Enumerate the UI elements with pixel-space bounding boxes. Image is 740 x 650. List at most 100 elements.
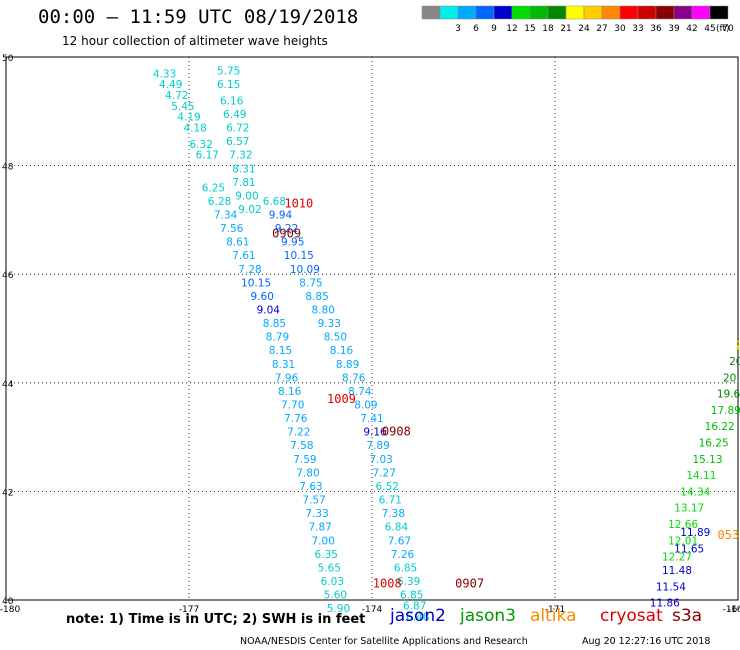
wave-height-label: 8.50 <box>324 332 347 344</box>
wave-height-label: 7.87 <box>308 522 331 534</box>
legend-label: 42 <box>686 24 697 34</box>
wave-height-label: 16.22 <box>705 421 735 433</box>
legend-swatch <box>547 5 567 20</box>
wave-height-label: 8.31 <box>272 359 295 371</box>
wave-height-label: 12.27 <box>662 552 692 564</box>
sat-altika: altika <box>530 606 577 626</box>
legend-label: 12 <box>506 24 517 34</box>
legend-swatch <box>691 5 711 20</box>
pass-time-label: 1009 <box>327 392 356 406</box>
y-tick-label: 46 <box>2 271 14 281</box>
wave-height-label: 11.54 <box>656 581 686 593</box>
x-tick-label: -177 <box>179 605 199 615</box>
wave-height-label: 12.01 <box>668 535 698 547</box>
wave-height-label: 14.34 <box>680 486 710 498</box>
wave-height-label: 7.63 <box>299 481 322 493</box>
wave-height-label: 9.16 <box>363 427 387 439</box>
legend-swatch <box>457 5 477 20</box>
chart-subtitle: 12 hour collection of altimeter wave hei… <box>62 34 328 48</box>
wave-height-label: 10.15 <box>241 277 271 289</box>
wave-height-label: 6.39 <box>397 576 420 588</box>
pass-time-label: 0907 <box>455 577 484 591</box>
wave-height-label: 7.34 <box>214 209 238 221</box>
wave-height-label: 7.41 <box>360 413 383 425</box>
wave-height-label: 6.85 <box>394 562 417 574</box>
legend-swatch <box>475 5 495 20</box>
x-tick-label: -16 <box>723 605 738 615</box>
sat-jason3: jason3 <box>460 606 516 626</box>
wave-height-label: 5.60 <box>324 590 347 602</box>
credit-text: NOAA/NESDIS Center for Satellite Applica… <box>240 636 528 647</box>
legend-label: 6 <box>473 24 479 34</box>
wave-height-label: 7.28 <box>238 264 261 276</box>
wave-height-label: 12.66 <box>668 519 698 531</box>
wave-height-label: 4.49 <box>159 79 182 91</box>
wave-height-label: 6.28 <box>208 196 231 208</box>
wave-height-label: 7.76 <box>284 413 308 425</box>
legend-swatch <box>637 5 657 20</box>
wave-height-label: 9.94 <box>269 209 293 221</box>
wave-height-label: 6.25 <box>202 182 225 194</box>
wave-height-label: 9.33 <box>318 318 341 330</box>
wave-height-label: 7.81 <box>232 177 255 189</box>
wave-height-label: 6.03 <box>321 576 344 588</box>
wave-height-label: 7.32 <box>229 150 252 162</box>
wave-height-label: 4.33 <box>153 68 176 80</box>
x-tick-label: -174 <box>362 605 383 615</box>
legend-label: 33 <box>632 24 643 34</box>
wave-height-label: 8.31 <box>232 163 255 175</box>
wave-height-label: 8.15 <box>269 345 292 357</box>
wave-height-label: 7.26 <box>391 549 415 561</box>
legend-swatch <box>439 5 459 20</box>
wave-height-label: 9.02 <box>238 204 261 216</box>
x-tick-label: -168 <box>728 605 740 615</box>
legend-swatch <box>511 5 531 20</box>
legend-label: 45 <box>704 24 715 34</box>
wave-height-label: 7.80 <box>296 467 319 479</box>
wave-height-label: 10.15 <box>284 250 314 262</box>
y-tick-label: 40 <box>2 597 14 607</box>
wave-height-label: 7.56 <box>220 223 244 235</box>
wave-height-label: 6.16 <box>220 95 244 107</box>
wave-height-label: 4.19 <box>177 112 200 124</box>
legend-label: 39 <box>668 24 680 34</box>
wave-height-label: 6.84 <box>385 522 409 534</box>
pass-time-label: 0908 <box>382 425 411 439</box>
legend-label: 27 <box>596 24 607 34</box>
wave-height-label: 6.35 <box>315 549 338 561</box>
wave-height-label: 11.89 <box>680 527 710 539</box>
wave-height-label: 6.15 <box>217 79 240 91</box>
sat-jason2: jason2 <box>390 606 446 626</box>
wave-height-label: 6.57 <box>226 136 249 148</box>
wave-height-label: 8.85 <box>263 318 286 330</box>
wave-height-label: 4.18 <box>183 123 206 135</box>
wave-height-label: 6.48 <box>406 611 429 623</box>
wave-height-label: 7.38 <box>382 508 405 520</box>
wave-height-label: 7.70 <box>281 400 304 412</box>
pass-time-label: 1010 <box>284 197 313 211</box>
legend-label: 70 <box>722 24 734 34</box>
wave-height-label: 16.25 <box>699 438 729 450</box>
wave-height-label: 11.86 <box>650 598 680 610</box>
pass-time-label: 0537 <box>717 528 740 542</box>
pass-time-label: 1008 <box>373 577 402 591</box>
legend-swatch <box>565 5 585 20</box>
wave-height-label: 17.89 <box>711 405 740 417</box>
wave-height-label: 9.04 <box>257 304 281 316</box>
wave-height-label: 7.00 <box>312 535 335 547</box>
wave-height-label: 9.00 <box>235 190 258 202</box>
wave-height-label: 9.22 <box>275 223 298 235</box>
wave-height-label: 6.17 <box>196 150 219 162</box>
wave-height-label: 20.08 <box>723 372 740 384</box>
legend-swatch <box>493 5 513 20</box>
wave-height-label: 5.65 <box>318 562 341 574</box>
wave-height-label: 20.24 <box>729 356 740 368</box>
wave-height-label: 8.16 <box>278 386 302 398</box>
legend-label: 18 <box>542 24 554 34</box>
wave-height-label: 5.90 <box>327 603 350 615</box>
wave-height-label: 6.49 <box>223 109 246 121</box>
legend-swatch <box>673 5 693 20</box>
x-tick-label: -171 <box>545 605 565 615</box>
wave-height-label: 7.61 <box>232 250 255 262</box>
